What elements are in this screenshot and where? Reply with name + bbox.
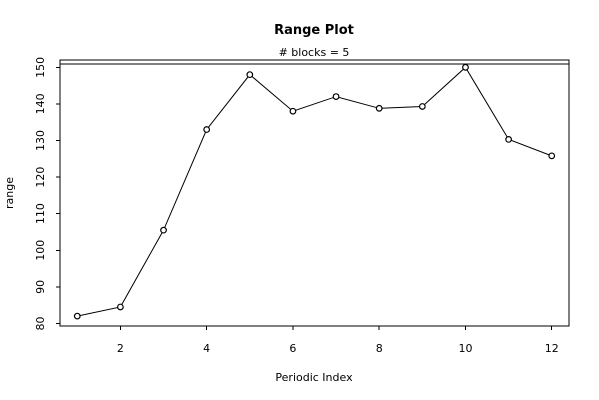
chart-subtitle: # blocks = 5 [279, 46, 350, 59]
x-tick-label-12: 12 [545, 342, 559, 355]
chart-title: Range Plot [274, 23, 354, 38]
x-tick-label-6: 6 [289, 342, 296, 355]
y-axis-label: range [3, 177, 16, 209]
y-tick-label-120: 120 [34, 167, 47, 188]
y-tick-label-150: 150 [34, 57, 47, 78]
y-axis-ticks: 80 90 100 110 120 130 140 150 [34, 57, 60, 330]
x-tick-label-10: 10 [458, 342, 472, 355]
data-point-10 [462, 63, 469, 71]
x-tick-label-2: 2 [117, 342, 124, 355]
plot-frame [59, 59, 570, 327]
x-axis-label: Periodic Index [275, 371, 353, 384]
y-tick-label-140: 140 [34, 93, 47, 114]
y-tick-label-90: 90 [34, 280, 47, 294]
data-point-5 [246, 71, 254, 79]
x-axis-ticks: 2 4 6 8 10 12 [117, 326, 559, 355]
y-tick-label-100: 100 [34, 240, 47, 261]
data-point-12 [548, 152, 556, 160]
y-tick-label-130: 130 [34, 130, 47, 151]
y-tick-label-80: 80 [34, 316, 47, 330]
data-point-2 [116, 303, 124, 311]
data-point-6 [289, 107, 297, 115]
data-point-9 [418, 103, 426, 110]
data-point-1 [73, 312, 81, 320]
y-tick-label-110: 110 [34, 203, 47, 224]
series-line [77, 66, 552, 317]
x-tick-label-8: 8 [376, 342, 383, 355]
data-point-7 [332, 93, 340, 100]
data-point-3 [160, 226, 167, 234]
data-point-8 [375, 104, 383, 112]
data-point-4 [203, 126, 211, 133]
series-range [73, 63, 556, 320]
data-point-11 [505, 135, 513, 143]
x-tick-label-4: 4 [203, 342, 210, 355]
